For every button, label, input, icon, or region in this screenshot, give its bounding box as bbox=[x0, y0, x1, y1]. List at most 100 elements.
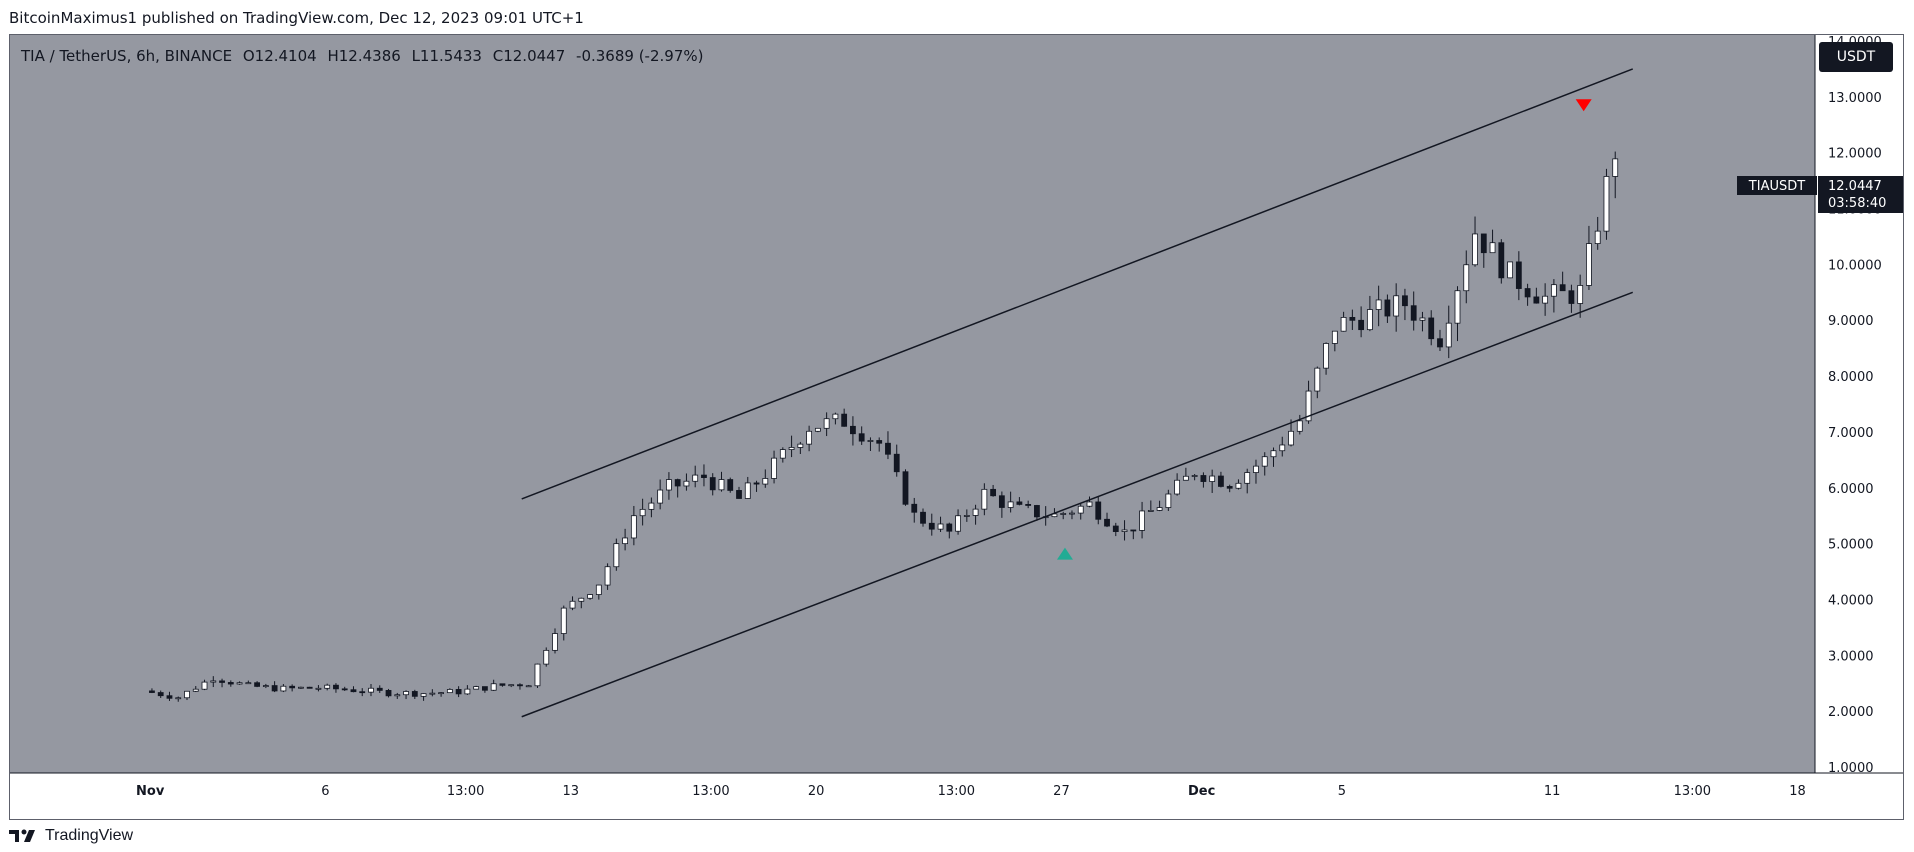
time-tick-label: 13:00 bbox=[692, 784, 729, 799]
candle-body bbox=[701, 474, 707, 478]
candle-body bbox=[937, 523, 944, 530]
candle-body bbox=[1375, 299, 1382, 310]
candle-body bbox=[779, 449, 786, 459]
candle-body bbox=[429, 692, 436, 695]
candle-body bbox=[788, 447, 795, 450]
price-tick-label: 13.0000 bbox=[1828, 91, 1882, 106]
candle-body bbox=[359, 691, 366, 694]
price-tick-label: 5.0000 bbox=[1828, 538, 1874, 553]
candle-body bbox=[1542, 295, 1549, 304]
time-axis[interactable]: Nov 6 13:00 13 13:00 20 13:00 27 Dec 5 11 13:00 18 bbox=[136, 784, 1806, 799]
time-tick-label: 5 bbox=[1338, 784, 1346, 799]
triangle-down-icon bbox=[1575, 99, 1592, 112]
candle-body bbox=[1112, 525, 1119, 532]
candlestick-chart[interactable]: 1.0000 2.0000 3.0000 4.0000 5.0000 6.0000 7.00… bbox=[10, 35, 1903, 819]
candle-body bbox=[823, 418, 830, 429]
candle-body bbox=[464, 688, 471, 695]
time-tick-label: 6 bbox=[321, 784, 329, 799]
chart-frame[interactable]: 1.0000 2.0000 3.0000 4.0000 5.0000 6.0000 7.00… bbox=[9, 34, 1904, 820]
candle-body bbox=[1428, 317, 1435, 340]
candle-body bbox=[333, 684, 339, 690]
candle-body bbox=[578, 597, 585, 602]
candle-body bbox=[893, 453, 900, 473]
candle-body bbox=[1524, 288, 1531, 298]
currency-button[interactable]: USDT bbox=[1819, 42, 1893, 72]
candle-body bbox=[1147, 510, 1154, 512]
candle-body bbox=[1156, 507, 1163, 511]
time-tick-label: 13:00 bbox=[447, 784, 484, 799]
tradingview-logo-icon bbox=[9, 829, 35, 842]
candle-body bbox=[1603, 176, 1610, 232]
candle-body bbox=[771, 457, 777, 479]
candle-body bbox=[306, 686, 313, 689]
candle-body bbox=[1253, 465, 1259, 473]
candle-body bbox=[1445, 322, 1452, 348]
candle-body bbox=[271, 685, 278, 692]
candle-body bbox=[674, 479, 681, 487]
footer-brand-text: TradingView bbox=[45, 827, 134, 844]
candle-body bbox=[1384, 299, 1391, 317]
footer-brand[interactable]: TradingView bbox=[9, 822, 133, 850]
candle-body bbox=[920, 511, 926, 524]
candle-body bbox=[1454, 290, 1461, 324]
candle-body bbox=[1349, 317, 1356, 321]
overlays-group bbox=[521, 68, 1634, 718]
candle-body bbox=[552, 633, 558, 651]
price-tag-value-bg bbox=[1818, 176, 1903, 213]
candle-body bbox=[1358, 319, 1365, 331]
candle-body bbox=[543, 649, 550, 665]
price-tick-label: 8.0000 bbox=[1828, 370, 1874, 385]
candle-body bbox=[1419, 317, 1426, 321]
candle-body bbox=[1314, 367, 1321, 392]
candle-body bbox=[1077, 505, 1084, 514]
candle-body bbox=[315, 687, 322, 690]
candle-body bbox=[1296, 420, 1303, 432]
candle-body bbox=[1007, 501, 1014, 508]
candle-body bbox=[1200, 475, 1207, 482]
candle-body bbox=[867, 440, 874, 442]
candle-body bbox=[1586, 243, 1592, 286]
candle-body bbox=[499, 683, 506, 686]
candle-body bbox=[1612, 158, 1619, 177]
candle-body bbox=[709, 477, 716, 491]
candle-body bbox=[508, 684, 515, 687]
candle-body bbox=[718, 479, 725, 491]
legend-high-value: 12.4386 bbox=[338, 47, 401, 65]
price-axis[interactable]: 1.0000 2.0000 3.0000 4.0000 5.0000 6.0000 7.00… bbox=[1828, 35, 1882, 776]
candle-body bbox=[1279, 444, 1286, 452]
candle-body bbox=[998, 495, 1005, 508]
price-tick-label: 4.0000 bbox=[1828, 593, 1874, 608]
candle-body bbox=[666, 479, 672, 491]
time-tick-label: 13:00 bbox=[938, 784, 975, 799]
candle-body bbox=[490, 683, 497, 691]
candle-body bbox=[683, 480, 690, 487]
candle-body bbox=[175, 697, 182, 700]
candle-body bbox=[1463, 264, 1470, 292]
candle-body bbox=[403, 691, 409, 696]
candle-body bbox=[1060, 513, 1067, 515]
candle-body bbox=[1402, 295, 1408, 307]
candle-body bbox=[876, 440, 883, 444]
candle-body bbox=[613, 543, 620, 568]
candle-body bbox=[1235, 482, 1242, 489]
candle-body bbox=[1226, 486, 1233, 489]
candle-body bbox=[420, 693, 427, 697]
candle-body bbox=[1130, 529, 1137, 532]
candle-body bbox=[587, 594, 593, 599]
candle-body bbox=[1559, 284, 1566, 292]
candle-body bbox=[595, 584, 602, 595]
candle-body bbox=[385, 690, 392, 697]
legend-open-label: O bbox=[242, 47, 255, 65]
candle-body bbox=[639, 508, 646, 517]
candle-body bbox=[1261, 456, 1268, 467]
candle-body bbox=[1016, 501, 1023, 505]
legend-change: -0.3689 (-2.97%) bbox=[576, 47, 704, 65]
candle-body bbox=[1191, 475, 1198, 477]
candle-body bbox=[1270, 450, 1277, 458]
candle-body bbox=[1165, 493, 1172, 508]
candle-body bbox=[1244, 472, 1251, 484]
candle-body bbox=[1568, 290, 1575, 304]
candle-body bbox=[394, 694, 401, 697]
candle-body bbox=[482, 686, 488, 691]
candle-body bbox=[438, 692, 444, 695]
